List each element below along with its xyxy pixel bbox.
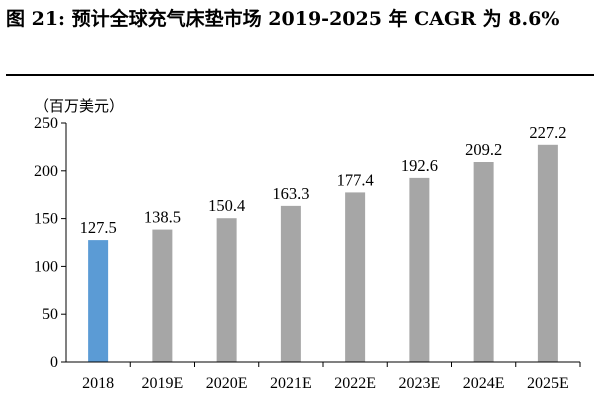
data-label-2018: 127.5 bbox=[80, 218, 117, 237]
bar-2023E bbox=[409, 177, 430, 362]
x-tick-label-2020E: 2020E bbox=[206, 375, 248, 392]
data-label-2024E: 209.2 bbox=[465, 140, 502, 159]
y-tick-label: 150 bbox=[34, 211, 58, 228]
x-tick-label-2021E: 2021E bbox=[270, 375, 312, 392]
x-tick-label-2022E: 2022E bbox=[334, 375, 376, 392]
x-tick-label-2024E: 2024E bbox=[463, 375, 505, 392]
data-label-2023E: 192.6 bbox=[401, 156, 438, 175]
unit-label: （百万美元） bbox=[34, 97, 124, 115]
bar-2024E bbox=[473, 162, 494, 362]
x-tick-label-2018: 2018 bbox=[82, 375, 114, 392]
x-tick-label-2025E: 2025E bbox=[527, 375, 569, 392]
title-divider bbox=[6, 74, 594, 76]
bar-2025E bbox=[537, 144, 558, 362]
bar-2022E bbox=[345, 192, 366, 362]
data-label-2025E: 227.2 bbox=[529, 123, 566, 142]
bar-2020E bbox=[216, 218, 237, 362]
y-tick-label: 0 bbox=[50, 354, 58, 371]
y-tick-label: 200 bbox=[34, 163, 58, 180]
data-label-2021E: 163.3 bbox=[272, 184, 309, 203]
y-tick-label: 50 bbox=[42, 306, 58, 323]
data-label-2022E: 177.4 bbox=[337, 170, 374, 189]
y-tick-label: 250 bbox=[34, 115, 58, 132]
y-axis: 0 50 100 150 200 250 bbox=[34, 115, 67, 371]
x-tick-label-2019E: 2019E bbox=[141, 375, 183, 392]
page-title: 图 21: 预计全球充气床垫市场 2019-2025 年 CAGR 为 8.6% bbox=[6, 8, 560, 30]
bar-2019E bbox=[152, 229, 173, 362]
y-tick-label: 100 bbox=[34, 258, 58, 275]
bars: 127.5 138.5 150.4 163.3 177.4 192.6 209.2 227.2 bbox=[80, 123, 566, 362]
data-label-2020E: 150.4 bbox=[208, 196, 245, 215]
bar-2021E bbox=[280, 205, 301, 362]
x-axis: 2018 2019E 2020E 2021E 2022E 2023E 2024E 2025E bbox=[66, 361, 581, 392]
bar-2018 bbox=[88, 240, 109, 362]
data-label-2019E: 138.5 bbox=[144, 208, 181, 227]
x-tick-label-2023E: 2023E bbox=[398, 375, 440, 392]
